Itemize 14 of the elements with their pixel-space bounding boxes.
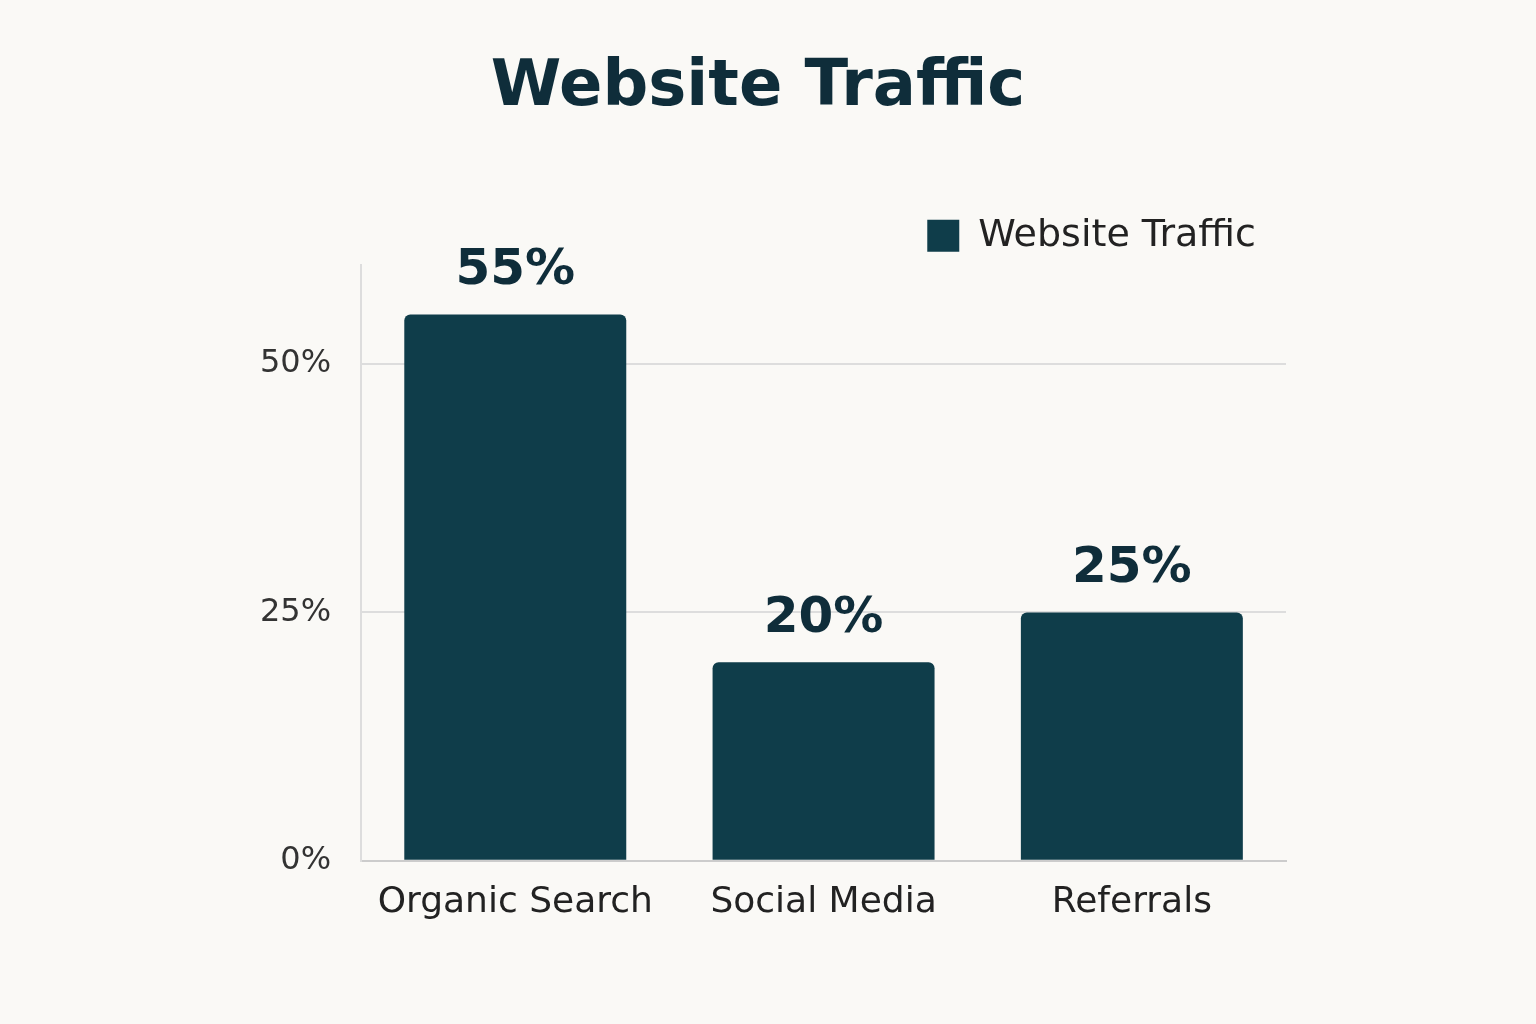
x-tick-label: Organic Search xyxy=(377,878,653,920)
y-tick-label: 50% xyxy=(260,342,332,381)
x-tick-label: Social Media xyxy=(710,878,937,920)
bar xyxy=(1020,612,1243,860)
legend-label: Website Traffic xyxy=(978,210,1257,255)
bar xyxy=(404,314,627,860)
data-label: 25% xyxy=(1072,536,1192,595)
y-tick-label: 25% xyxy=(260,590,332,629)
data-label: 20% xyxy=(763,586,884,645)
x-tick-label: Referrals xyxy=(1051,878,1212,920)
y-tick-label: 0% xyxy=(280,839,332,878)
bar xyxy=(712,662,935,860)
chart-title: Website Traffic xyxy=(490,46,1026,121)
data-label: 55% xyxy=(455,238,576,297)
